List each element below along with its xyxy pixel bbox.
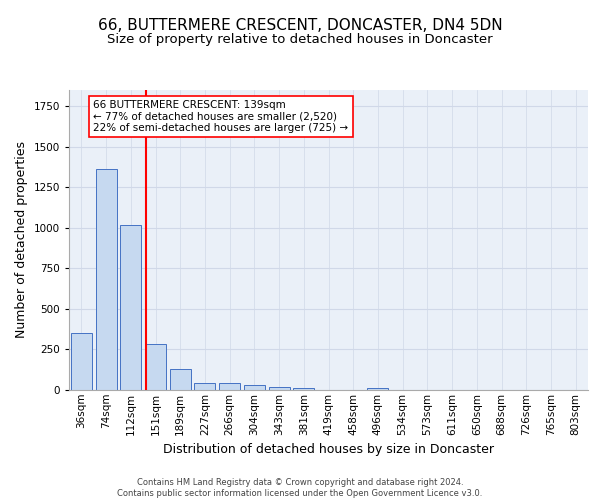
Text: Size of property relative to detached houses in Doncaster: Size of property relative to detached ho… [107, 32, 493, 46]
Bar [293, 388, 314, 390]
Bar [120, 224, 141, 390]
X-axis label: Distribution of detached houses by size in Doncaster: Distribution of detached houses by size … [163, 443, 494, 456]
Bar [244, 385, 265, 390]
Bar [194, 383, 215, 390]
Bar [269, 387, 290, 390]
Bar [145, 344, 166, 390]
Bar [219, 383, 240, 390]
Bar [71, 333, 92, 390]
Text: 66 BUTTERMERE CRESCENT: 139sqm
← 77% of detached houses are smaller (2,520)
22% : 66 BUTTERMERE CRESCENT: 139sqm ← 77% of … [93, 100, 349, 133]
Text: Contains HM Land Registry data © Crown copyright and database right 2024.
Contai: Contains HM Land Registry data © Crown c… [118, 478, 482, 498]
Bar [367, 388, 388, 390]
Y-axis label: Number of detached properties: Number of detached properties [15, 142, 28, 338]
Bar [170, 369, 191, 390]
Text: 66, BUTTERMERE CRESCENT, DONCASTER, DN4 5DN: 66, BUTTERMERE CRESCENT, DONCASTER, DN4 … [98, 18, 502, 32]
Bar [95, 170, 116, 390]
